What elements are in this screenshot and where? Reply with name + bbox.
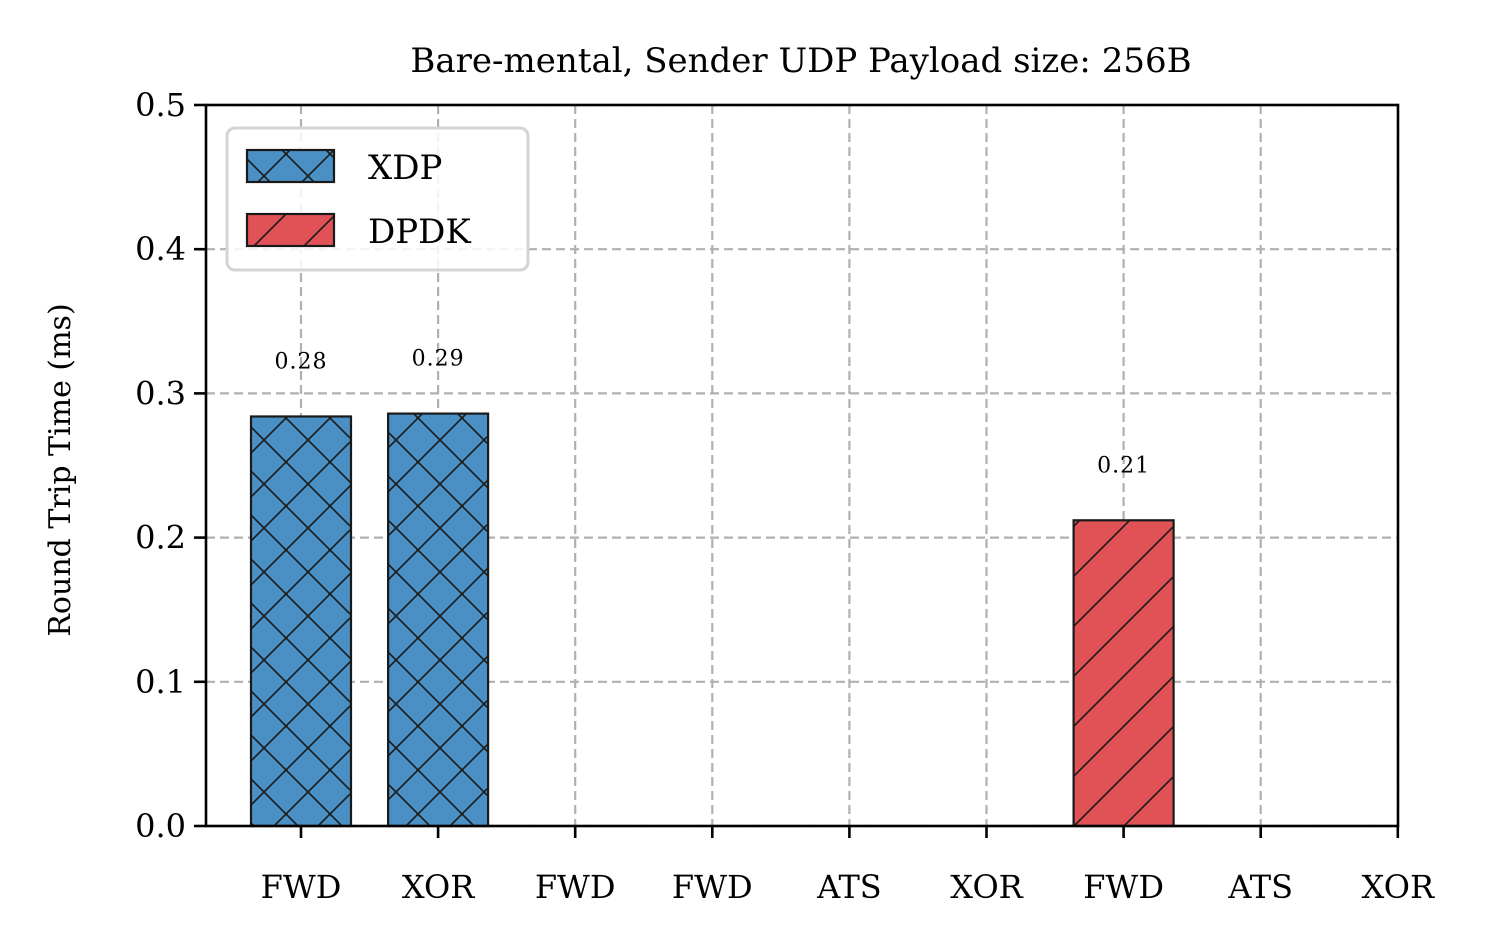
- x-tick-label: XOR: [950, 868, 1023, 906]
- chart-title: Bare-mental, Sender UDP Payload size: 25…: [410, 41, 1191, 81]
- x-tick-label: ATS: [816, 868, 882, 906]
- y-tick-label: 0.1: [135, 663, 186, 701]
- y-tick-label: 0.0: [135, 807, 186, 845]
- x-tick-label: FWD: [261, 868, 342, 906]
- y-tick-label: 0.3: [135, 374, 186, 412]
- legend-swatch-hatch: [247, 150, 334, 182]
- bar-hatch: [388, 413, 489, 826]
- x-tick-label: XOR: [1362, 868, 1435, 906]
- y-axis-label: Round Trip Time (ms): [43, 303, 78, 636]
- bar-hatch: [1073, 520, 1174, 826]
- legend-swatch-outline: [245, 148, 336, 184]
- data-label: 0.21: [1097, 453, 1150, 478]
- bar-dpdk-fwd: [1072, 519, 1175, 828]
- x-tick-label: XOR: [402, 868, 475, 906]
- data-labels: 0.28 0.29 0.21: [275, 347, 1150, 479]
- data-label: 0.29: [412, 347, 465, 372]
- x-tick-label: FWD: [1083, 868, 1164, 906]
- legend-label: XDP: [368, 148, 442, 188]
- plot-frame: [204, 103, 1400, 828]
- bar-xdp-xor: [387, 412, 490, 828]
- legend: XDP DPDK: [225, 126, 530, 272]
- legend-label: DPDK: [368, 212, 471, 252]
- y-tick-label: 0.4: [135, 230, 186, 268]
- bars: [249, 412, 1175, 828]
- y-tick-label: 0.5: [135, 86, 186, 124]
- x-tick-label: FWD: [535, 868, 616, 906]
- legend-entry-xdp: XDP: [245, 148, 442, 188]
- data-label: 0.28: [275, 349, 328, 374]
- y-tick-label: 0.2: [135, 519, 186, 557]
- axes: 0.0 0.1 0.2 0.3 0.4 0.5 FWD XOR FWD FWD ATS XOR FWD A…: [135, 86, 1435, 906]
- x-tick-label: FWD: [672, 868, 753, 906]
- bar-xdp-fwd: [249, 415, 353, 828]
- x-tick-label: ATS: [1227, 868, 1293, 906]
- legend-swatch-outline: [245, 212, 336, 248]
- legend-swatch-hatch: [247, 214, 334, 246]
- legend-entry-dpdk: DPDK: [245, 212, 471, 252]
- bar-hatch: [251, 416, 351, 826]
